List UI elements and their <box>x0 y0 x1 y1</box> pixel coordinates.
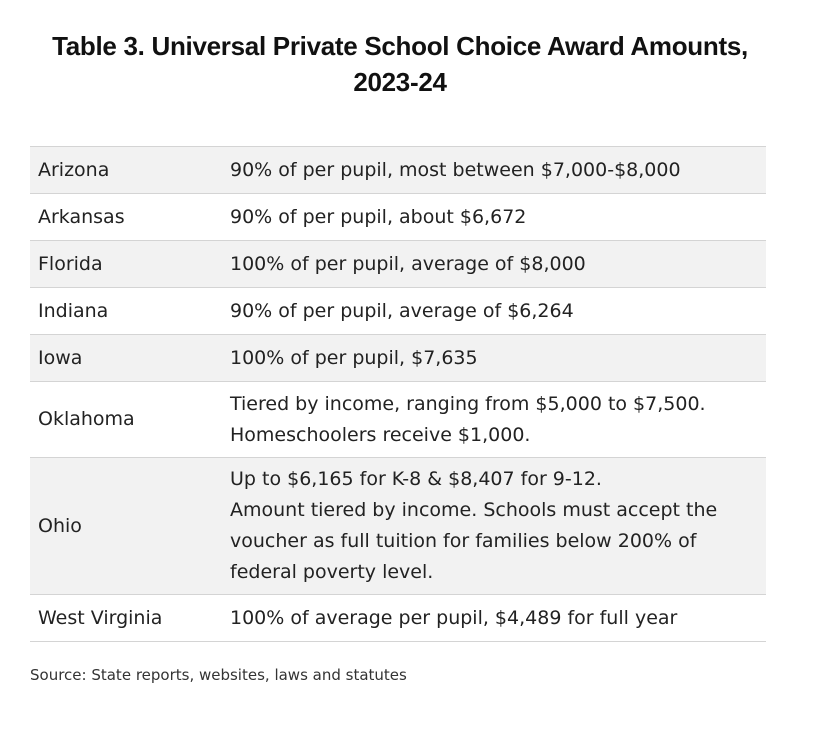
source-note: Source: State reports, websites, laws an… <box>30 666 407 684</box>
table-title-line-1: Table 3. Universal Private School Choice… <box>52 31 748 61</box>
state-cell: West Virginia <box>38 606 163 629</box>
award-amount-cell: Up to $6,165 for K-8 & $8,407 for 9-12. … <box>230 468 718 583</box>
state-cell: Iowa <box>38 346 83 369</box>
table-row: Iowa 100% of per pupil, $7,635 <box>30 334 766 382</box>
table-row: Oklahoma Tiered by income, ranging from … <box>30 381 766 458</box>
table-row: Florida 100% of per pupil, average of $8… <box>30 240 766 288</box>
award-amount-cell: Tiered by income, ranging from $5,000 to… <box>230 392 706 446</box>
table-row: Ohio Up to $6,165 for K-8 & $8,407 for 9… <box>30 457 766 595</box>
state-cell: Arizona <box>38 158 110 181</box>
table-row: Arkansas 90% of per pupil, about $6,672 <box>30 193 766 241</box>
state-cell: Ohio <box>38 514 82 537</box>
table-row: Arizona 90% of per pupil, most between $… <box>30 146 766 194</box>
state-cell: Arkansas <box>38 205 125 228</box>
state-cell: Indiana <box>38 299 109 322</box>
award-amount-cell: 100% of per pupil, average of $8,000 <box>230 252 586 275</box>
table-row: Indiana 90% of per pupil, average of $6,… <box>30 287 766 335</box>
table-title-line-2: 2023-24 <box>353 67 447 97</box>
state-cell: Florida <box>38 252 103 275</box>
award-amount-cell: 90% of per pupil, about $6,672 <box>230 205 527 228</box>
table-title: Table 3. Universal Private School Choice… <box>0 28 800 100</box>
award-amount-cell: 100% of average per pupil, $4,489 for fu… <box>230 606 678 629</box>
award-amounts-table: Arizona 90% of per pupil, most between $… <box>30 146 766 642</box>
table-row: West Virginia 100% of average per pupil,… <box>30 594 766 642</box>
award-amount-cell: 90% of per pupil, average of $6,264 <box>230 299 574 322</box>
state-cell: Oklahoma <box>38 408 135 430</box>
award-amount-cell: 90% of per pupil, most between $7,000-$8… <box>230 158 681 181</box>
award-amount-cell: 100% of per pupil, $7,635 <box>230 346 478 369</box>
